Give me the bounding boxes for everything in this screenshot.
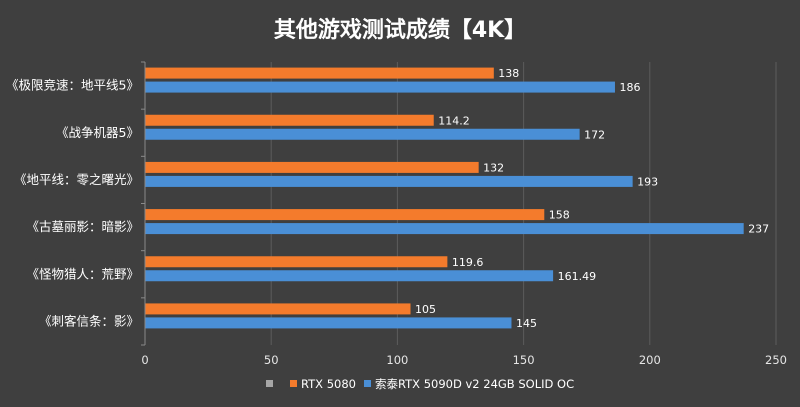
data-label: 172	[584, 128, 605, 141]
data-label: 119.6	[452, 256, 484, 269]
bar-rtx-5080	[145, 67, 494, 79]
bar-rtx-5080	[145, 303, 411, 315]
x-tick-label: 200	[639, 353, 661, 367]
x-tick-label: 100	[386, 353, 408, 367]
x-tick-label: 0	[141, 353, 148, 367]
data-label: 161.49	[558, 270, 597, 283]
bar-rtx-5090d	[145, 81, 615, 93]
data-label: 158	[549, 209, 570, 222]
bar-rtx-5090d	[145, 270, 554, 282]
category-label: 《极限竞速：地平线5》	[6, 78, 139, 93]
legend-label-rtx-5090d: 索泰RTX 5090D v2 24GB SOLID OC	[375, 377, 574, 391]
bar-rtx-5080	[145, 256, 448, 268]
bar-rtx-5090d	[145, 317, 512, 329]
legend-marker-rtx-5080	[290, 380, 297, 387]
bar-rtx-5090d	[145, 128, 580, 140]
category-label: 《古墓丽影：暗影》	[26, 219, 139, 234]
data-label: 193	[637, 175, 658, 188]
data-label: 145	[516, 317, 537, 330]
legend-marker-unnamed	[266, 380, 273, 387]
bar-rtx-5080	[145, 114, 434, 126]
category-label: 《地平线：零之曙光》	[14, 172, 139, 187]
category-label: 《怪物猎人：荒野》	[26, 266, 139, 281]
bar-rtx-5090d	[145, 175, 633, 187]
data-label: 237	[748, 223, 769, 236]
bar-rtx-5090d	[145, 223, 744, 235]
x-tick-label: 250	[765, 353, 787, 367]
legend-marker-rtx-5090d	[364, 380, 371, 387]
x-tick-label: 150	[513, 353, 535, 367]
data-label: 186	[619, 81, 640, 94]
data-label: 138	[498, 67, 519, 80]
data-label: 114.2	[438, 114, 470, 127]
data-label: 132	[483, 161, 504, 174]
category-label: 《刺客信条：影》	[39, 313, 139, 328]
data-label: 105	[415, 303, 436, 316]
bar-rtx-5080	[145, 209, 545, 221]
legend-label-rtx-5080: RTX 5080	[301, 377, 356, 391]
x-tick-label: 50	[264, 353, 279, 367]
category-label: 《战争机器5》	[56, 125, 139, 140]
bar-rtx-5080	[145, 161, 479, 173]
chart-title: 其他游戏测试成绩【4K】	[274, 17, 526, 43]
